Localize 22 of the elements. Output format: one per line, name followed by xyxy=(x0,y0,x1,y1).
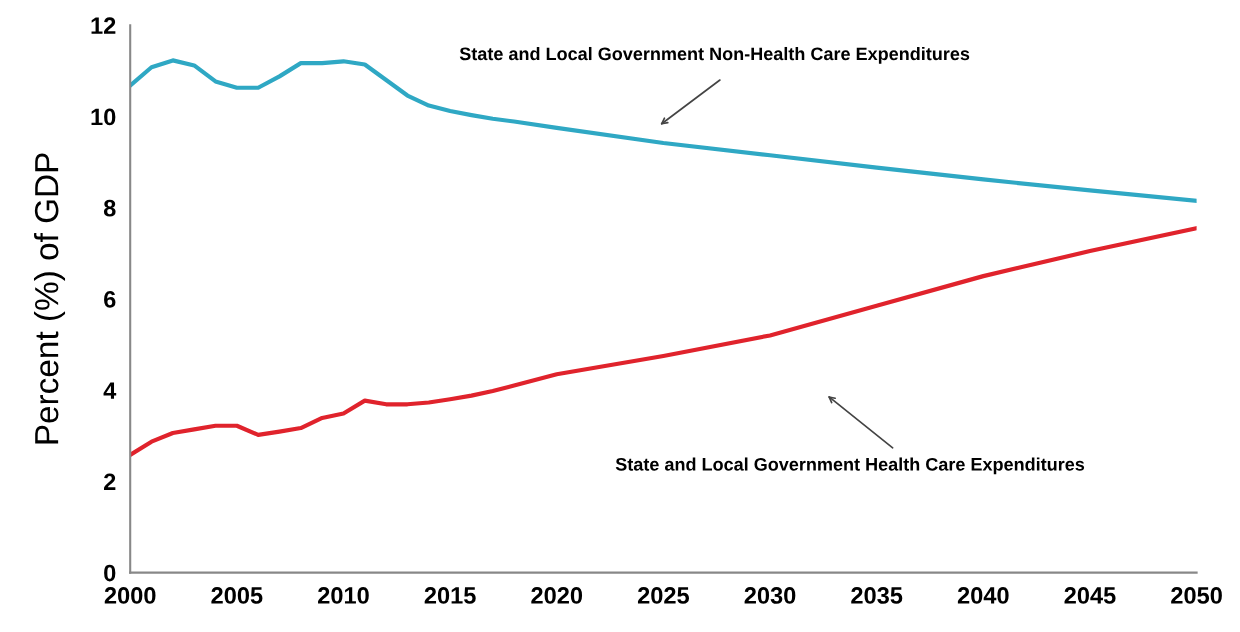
y-tick-label: 4 xyxy=(103,382,117,399)
x-tick-label: 2000 xyxy=(104,587,156,604)
x-tick-label: 2015 xyxy=(424,587,476,604)
x-tick-label: 2030 xyxy=(744,587,796,604)
annotation: State and Local Government Health Care Expenditures xyxy=(615,457,1085,475)
y-tick-label: 2 xyxy=(104,473,116,490)
line-series xyxy=(130,226,1197,458)
y-tick-label: 6 xyxy=(104,291,116,308)
x-tick-label: 2050 xyxy=(1171,587,1222,604)
x-tick-label: 2020 xyxy=(531,587,583,604)
y-tick-label: 12 xyxy=(91,17,116,34)
x-tick-label: 2025 xyxy=(637,587,690,604)
x-tick-label: 2005 xyxy=(211,587,263,604)
x-tick-label: 2040 xyxy=(957,587,1009,604)
y-axis-title: Percent (%) of GDP xyxy=(33,153,66,444)
x-tick-label: 2045 xyxy=(1064,587,1116,604)
annotation: State and Local Government Non-Health Care Expenditures xyxy=(459,46,970,64)
y-tick-label: 0 xyxy=(104,564,116,582)
y-tick-label: 10 xyxy=(91,108,116,126)
x-tick-label: 2035 xyxy=(851,587,903,604)
x-tick-label: 2010 xyxy=(318,587,369,604)
y-tick-label: 8 xyxy=(103,199,116,217)
